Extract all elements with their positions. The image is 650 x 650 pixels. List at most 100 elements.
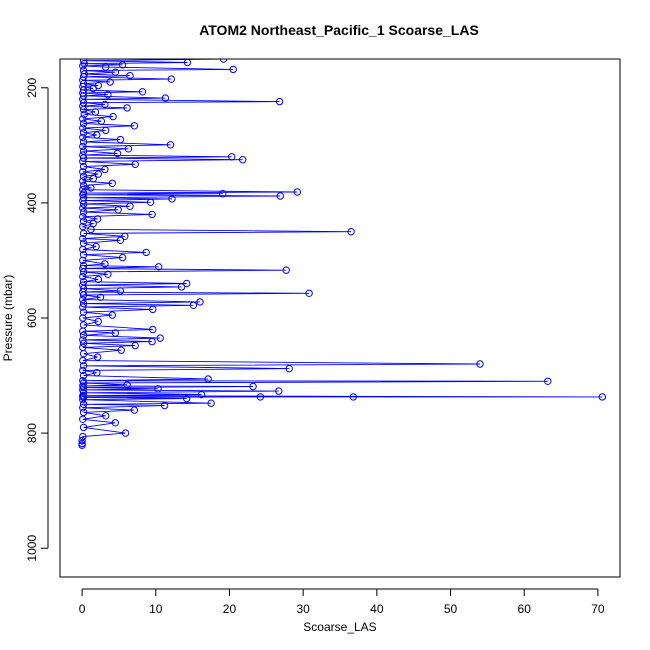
data-point (79, 234, 87, 243)
data-point (161, 94, 170, 102)
series-line (81, 59, 603, 446)
data-point (79, 138, 88, 146)
y-tick-label: 600 (25, 308, 39, 328)
data-point (121, 232, 129, 241)
data-point (101, 100, 109, 109)
data-point (79, 389, 88, 397)
data-point (229, 65, 237, 74)
data-point (148, 337, 156, 346)
data-point (79, 331, 88, 339)
data-point (78, 441, 86, 449)
data-point (167, 75, 176, 83)
x-tick-label: 60 (518, 602, 532, 616)
data-point (293, 188, 301, 196)
plot-frame (59, 58, 621, 578)
data-point (79, 299, 88, 308)
data-point (79, 291, 88, 299)
data-point (79, 142, 87, 151)
data-point (79, 251, 88, 259)
data-point (148, 210, 156, 219)
data-point (79, 213, 87, 221)
data-point (149, 325, 157, 334)
data-point (476, 360, 484, 368)
x-tick-label: 10 (149, 602, 163, 616)
data-point (118, 253, 127, 262)
data-point (138, 88, 147, 96)
x-tick-label: 70 (591, 602, 605, 616)
data-point (349, 393, 357, 401)
data-point (79, 172, 88, 181)
data-point (130, 122, 139, 130)
data-point (79, 229, 88, 238)
data-point (305, 289, 313, 297)
data-point (79, 408, 88, 417)
data-point (118, 61, 127, 69)
x-tick-label: 30 (296, 602, 310, 616)
data-point (146, 198, 155, 207)
data-point (96, 293, 105, 301)
data-point (219, 190, 227, 198)
data-point (117, 346, 125, 354)
data-point (189, 301, 198, 309)
data-point (79, 386, 87, 394)
data-point (79, 168, 87, 176)
data-point (79, 272, 87, 281)
data-point (598, 393, 606, 401)
data-point (113, 149, 122, 158)
data-point (79, 59, 88, 65)
data-point (79, 124, 87, 132)
data-point (79, 200, 88, 208)
data-point (108, 179, 117, 188)
y-axis: 200 400 600 800 1000 (25, 77, 49, 562)
x-tick-label: 20 (223, 602, 237, 616)
data-point (126, 202, 134, 211)
data-point (79, 204, 87, 212)
data-point (79, 133, 87, 142)
data-point (104, 270, 112, 278)
y-tick-label: 200 (25, 77, 39, 97)
data-point (160, 401, 169, 410)
data-point (79, 268, 88, 276)
data-point (79, 256, 87, 265)
data-point (347, 228, 355, 236)
data-point (116, 236, 125, 245)
plot-series (78, 59, 606, 449)
data-point (87, 184, 95, 192)
data-point (101, 165, 109, 174)
x-tick-label: 50 (444, 602, 458, 616)
data-point (183, 279, 191, 288)
data-point (79, 396, 87, 404)
data-point (275, 97, 284, 106)
data-point (111, 329, 120, 337)
y-tick-label: 1000 (25, 535, 39, 562)
data-point (79, 208, 88, 216)
data-point (79, 278, 88, 286)
data-point (79, 102, 87, 110)
data-point (79, 379, 88, 387)
data-point (79, 105, 88, 114)
data-point (79, 119, 88, 128)
data-point (91, 108, 100, 116)
data-point (111, 68, 120, 76)
data-point (106, 78, 114, 86)
data-point (89, 84, 97, 93)
data-point (228, 153, 236, 161)
data-point (79, 115, 87, 123)
data-point (79, 245, 87, 254)
data-point (131, 341, 139, 350)
data-point (79, 356, 87, 365)
data-point (109, 112, 117, 121)
data-point (275, 387, 283, 395)
data-point (87, 225, 95, 234)
data-point (79, 129, 88, 137)
data-point (121, 429, 130, 437)
data-point (256, 393, 265, 401)
data-point (79, 339, 88, 347)
data-point (123, 381, 131, 389)
data-point (79, 181, 88, 190)
data-point (79, 191, 87, 199)
data-point (204, 375, 212, 383)
y-axis-label: Pressure (mbar) (1, 275, 15, 362)
data-point (79, 327, 87, 335)
